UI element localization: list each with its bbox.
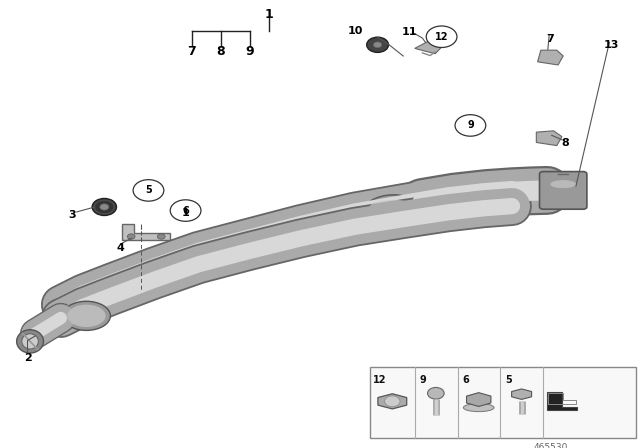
- Ellipse shape: [22, 334, 38, 349]
- Circle shape: [157, 234, 165, 239]
- Ellipse shape: [92, 198, 116, 215]
- Circle shape: [455, 115, 486, 136]
- Text: 7: 7: [188, 45, 196, 58]
- Text: 2: 2: [24, 353, 31, 363]
- Circle shape: [170, 200, 201, 221]
- FancyBboxPatch shape: [540, 172, 587, 209]
- Text: 3: 3: [68, 210, 76, 220]
- Ellipse shape: [370, 200, 418, 214]
- Ellipse shape: [550, 180, 576, 188]
- Text: 9: 9: [245, 45, 254, 58]
- Circle shape: [426, 26, 457, 47]
- Text: 6: 6: [462, 375, 468, 385]
- Text: 13: 13: [604, 40, 619, 50]
- Text: 12: 12: [373, 375, 387, 385]
- Ellipse shape: [373, 42, 381, 47]
- Text: 6: 6: [182, 206, 189, 215]
- Polygon shape: [547, 392, 577, 410]
- Text: 11: 11: [402, 27, 417, 37]
- Ellipse shape: [367, 37, 388, 52]
- Polygon shape: [122, 224, 170, 240]
- Ellipse shape: [17, 330, 44, 353]
- Text: 465530: 465530: [533, 443, 568, 448]
- Polygon shape: [378, 394, 407, 409]
- Text: 12: 12: [435, 32, 449, 42]
- Circle shape: [127, 234, 135, 239]
- Ellipse shape: [67, 305, 106, 327]
- Ellipse shape: [95, 200, 114, 214]
- Text: 1: 1: [264, 8, 273, 21]
- Ellipse shape: [463, 404, 494, 412]
- Ellipse shape: [100, 204, 109, 210]
- Circle shape: [428, 388, 444, 399]
- Ellipse shape: [362, 195, 426, 235]
- Text: 5: 5: [505, 375, 511, 385]
- Polygon shape: [536, 131, 562, 146]
- Text: 8: 8: [216, 45, 225, 58]
- Polygon shape: [538, 50, 563, 65]
- Ellipse shape: [63, 302, 111, 331]
- Bar: [370, 367, 636, 438]
- Text: 1: 1: [182, 208, 189, 218]
- Text: 8: 8: [561, 138, 569, 148]
- Text: 7: 7: [547, 34, 554, 44]
- Polygon shape: [511, 389, 532, 400]
- Text: 9: 9: [467, 121, 474, 130]
- Circle shape: [133, 180, 164, 201]
- Text: 5: 5: [145, 185, 152, 195]
- Text: 9: 9: [419, 375, 426, 385]
- Circle shape: [385, 396, 400, 407]
- Polygon shape: [467, 392, 491, 406]
- Text: 4: 4: [116, 243, 124, 253]
- Polygon shape: [415, 40, 442, 54]
- Text: 10: 10: [348, 26, 363, 36]
